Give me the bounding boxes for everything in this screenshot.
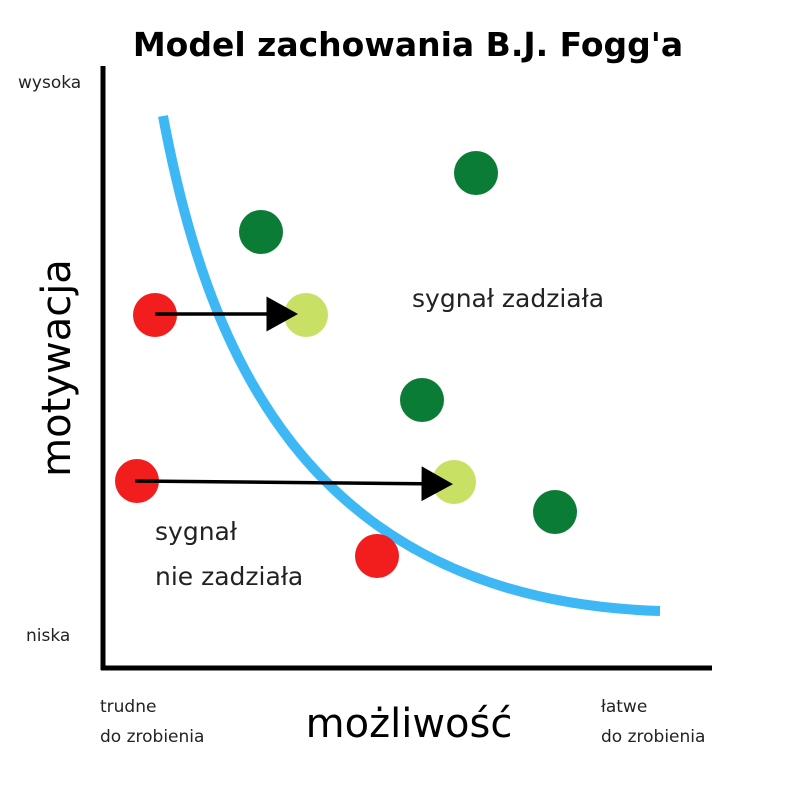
- region-label-below-line2: nie zadziała: [155, 562, 303, 591]
- success-dot: [400, 378, 444, 422]
- x-axis-right-label-line2: do zrobienia: [601, 727, 705, 747]
- x-axis-right-label-line1: łatwe: [601, 697, 647, 717]
- y-axis-title: motywacja: [34, 259, 80, 477]
- fail-dot: [355, 534, 399, 578]
- x-axis-left-label-line1: trudne: [100, 697, 156, 717]
- region-label-below-line1: sygnał: [155, 517, 238, 546]
- region-label-above: sygnał zadziała: [412, 284, 604, 313]
- shifted-dot: [432, 460, 476, 504]
- x-axis-title: możliwość: [306, 701, 513, 747]
- success-dot: [533, 490, 577, 534]
- shift-arrow: [134, 466, 453, 502]
- success-dot: [239, 210, 283, 254]
- y-axis-high-label: wysoka: [18, 73, 81, 93]
- diagram-title: Model zachowania B.J. Fogg'a: [133, 25, 683, 64]
- y-axis-low-label: niska: [26, 626, 70, 646]
- x-axis-left-label-line2: do zrobienia: [100, 727, 204, 747]
- action-line-curve: [158, 115, 661, 616]
- success-dot: [454, 151, 498, 195]
